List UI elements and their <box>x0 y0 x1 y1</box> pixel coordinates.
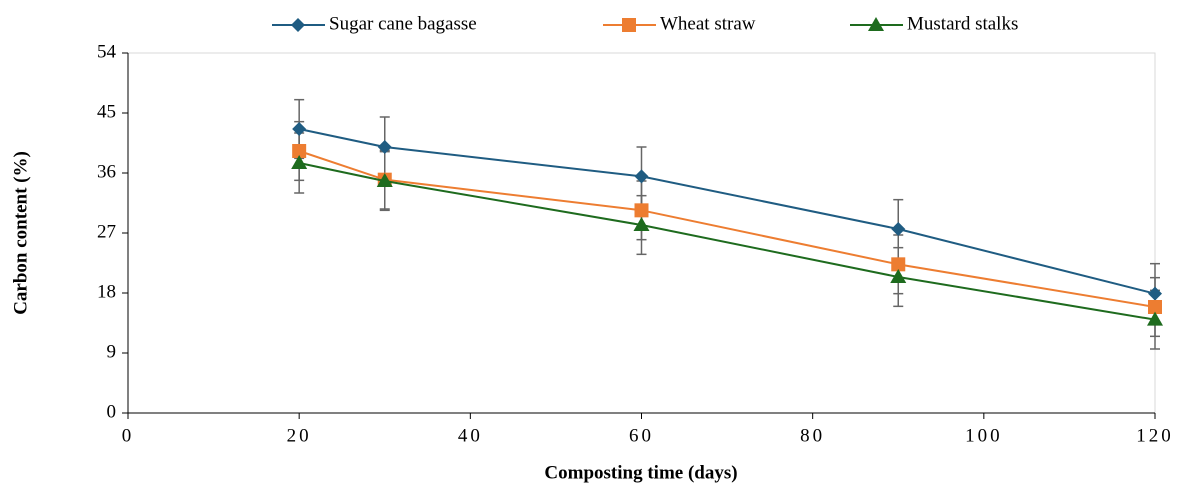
data-point <box>1148 300 1162 314</box>
y-tick-label: 45 <box>97 101 116 122</box>
series-line <box>298 162 1156 321</box>
series-line <box>298 128 1156 295</box>
x-tick-label: 120 <box>1136 425 1174 446</box>
y-tick-label: 9 <box>107 341 117 362</box>
y-axis-title: Carbon content (%) <box>10 151 31 315</box>
y-tick-label: 54 <box>97 41 117 62</box>
data-point <box>891 222 906 236</box>
x-tick-label: 100 <box>965 425 1003 446</box>
legend-label: Mustard stalks <box>907 13 1018 34</box>
data-point <box>633 217 650 231</box>
data-point <box>1147 311 1163 326</box>
data-point <box>634 203 649 218</box>
y-tick-label: 27 <box>97 221 116 242</box>
x-tick-label: 80 <box>800 425 825 446</box>
data-point <box>291 155 308 169</box>
y-tick-label: 36 <box>97 161 116 182</box>
y-tick-label: 18 <box>97 281 116 302</box>
legend-marker <box>291 18 305 32</box>
data-point <box>890 269 907 283</box>
data-point <box>376 173 393 187</box>
series-line <box>298 150 1156 308</box>
data-point <box>634 169 649 184</box>
data-point <box>377 140 392 154</box>
data-point <box>891 257 906 272</box>
y-tick-label: 0 <box>107 401 117 422</box>
legend-marker <box>622 18 636 32</box>
legend-marker <box>868 17 884 31</box>
data-point <box>1148 286 1162 301</box>
legend-label: Sugar cane bagasse <box>329 13 477 34</box>
legend-label: Wheat straw <box>660 13 756 34</box>
x-tick-label: 40 <box>458 425 483 446</box>
x-tick-label: 0 <box>122 425 135 446</box>
x-tick-label: 20 <box>287 425 312 446</box>
x-tick-label: 60 <box>629 425 654 446</box>
x-axis-title: Composting time (days) <box>544 462 737 483</box>
data-point <box>292 122 307 136</box>
data-point <box>292 144 307 158</box>
